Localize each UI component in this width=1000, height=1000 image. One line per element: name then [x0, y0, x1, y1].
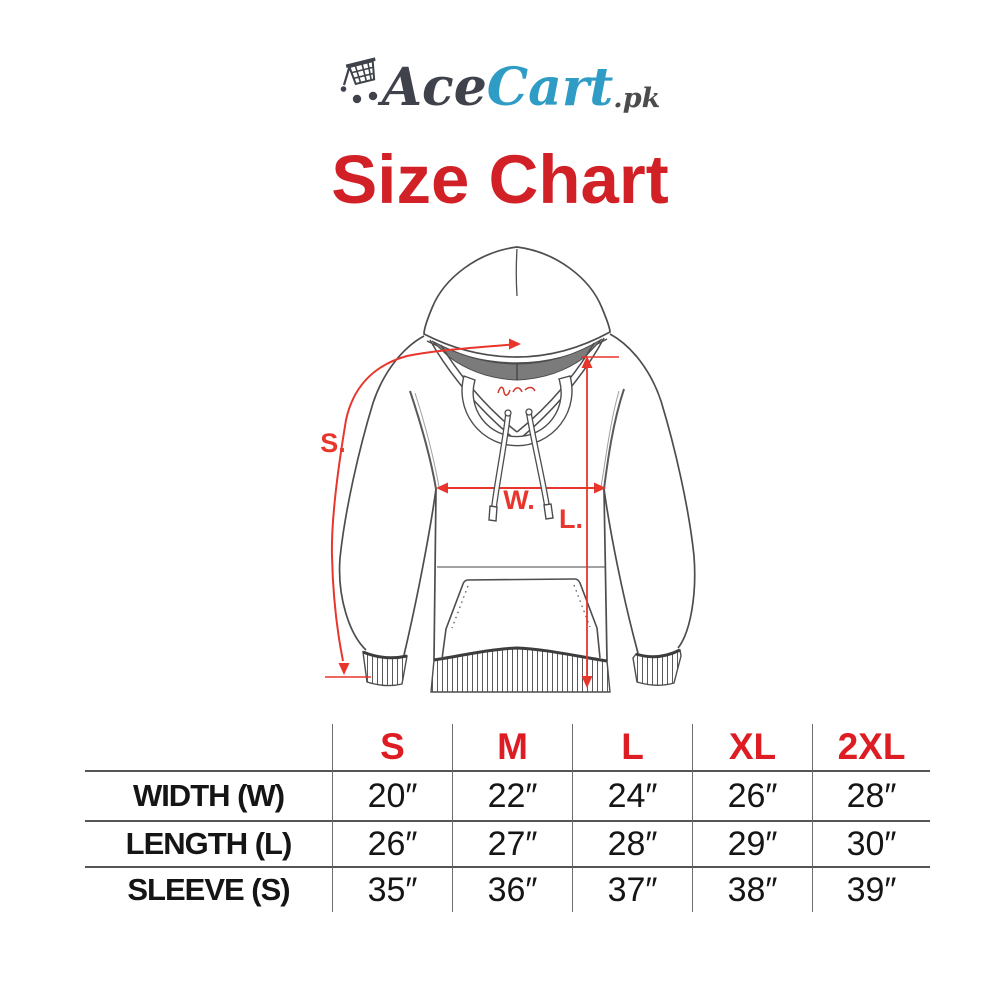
collar — [461, 375, 573, 447]
sleeve-measure-label: S. — [320, 428, 346, 458]
brand-suffix-pk: .pk — [613, 83, 661, 114]
size-table-corner-cell — [85, 724, 332, 770]
size-column-header-2xl: 2XL — [812, 724, 930, 770]
size-column-header-l: L — [572, 724, 692, 770]
sleeve-value-xl: 38″ — [692, 866, 812, 912]
shopping-cart-icon — [340, 57, 377, 104]
garment-brand-mark — [497, 386, 536, 396]
size-column-header-s: S — [332, 724, 452, 770]
right-cuff — [632, 648, 682, 686]
armhole-seams — [409, 388, 625, 490]
sleeve-value-l: 37″ — [572, 866, 692, 912]
length-value-s: 26″ — [332, 820, 452, 866]
sleeve-value-m: 36″ — [452, 866, 572, 912]
row-label-sleeve: SLEEVE (S) — [85, 866, 332, 912]
width-value-2xl: 28″ — [812, 770, 930, 820]
page-title: Size Chart — [331, 141, 669, 218]
size-table: S M L XL 2XL WIDTH (W) 20″ 22″ 24″ 26″ 2… — [85, 724, 930, 912]
drawstrings — [488, 408, 554, 522]
size-column-header-m: M — [452, 724, 572, 770]
sleeve-measure-line — [325, 338, 521, 678]
width-value-s: 20″ — [332, 770, 452, 820]
row-label-length: LENGTH (L) — [85, 820, 332, 866]
hood-interior — [431, 338, 603, 381]
length-value-xl: 29″ — [692, 820, 812, 866]
length-measure-label: L. — [559, 504, 583, 534]
width-value-m: 22″ — [452, 770, 572, 820]
row-label-width: WIDTH (W) — [85, 770, 332, 820]
length-value-m: 27″ — [452, 820, 572, 866]
brand-logo: Ace Cart .pk — [0, 44, 1000, 114]
body-and-sleeves — [338, 333, 696, 662]
width-measure-label: W. — [503, 485, 535, 515]
sleeve-value-s: 35″ — [332, 866, 452, 912]
brand-name-ace: Ace — [381, 57, 487, 118]
size-column-header-xl: XL — [692, 724, 812, 770]
length-value-2xl: 30″ — [812, 820, 930, 866]
width-measure-arrow — [436, 482, 606, 494]
brand-name-cart: Cart — [486, 57, 614, 118]
length-value-l: 28″ — [572, 820, 692, 866]
hem-ribbing — [430, 646, 611, 693]
kangaroo-pocket — [441, 578, 601, 660]
left-cuff — [362, 650, 408, 687]
sleeve-value-2xl: 39″ — [812, 866, 930, 912]
width-value-xl: 26″ — [692, 770, 812, 820]
length-measure-line — [581, 356, 619, 688]
width-value-l: 24″ — [572, 770, 692, 820]
